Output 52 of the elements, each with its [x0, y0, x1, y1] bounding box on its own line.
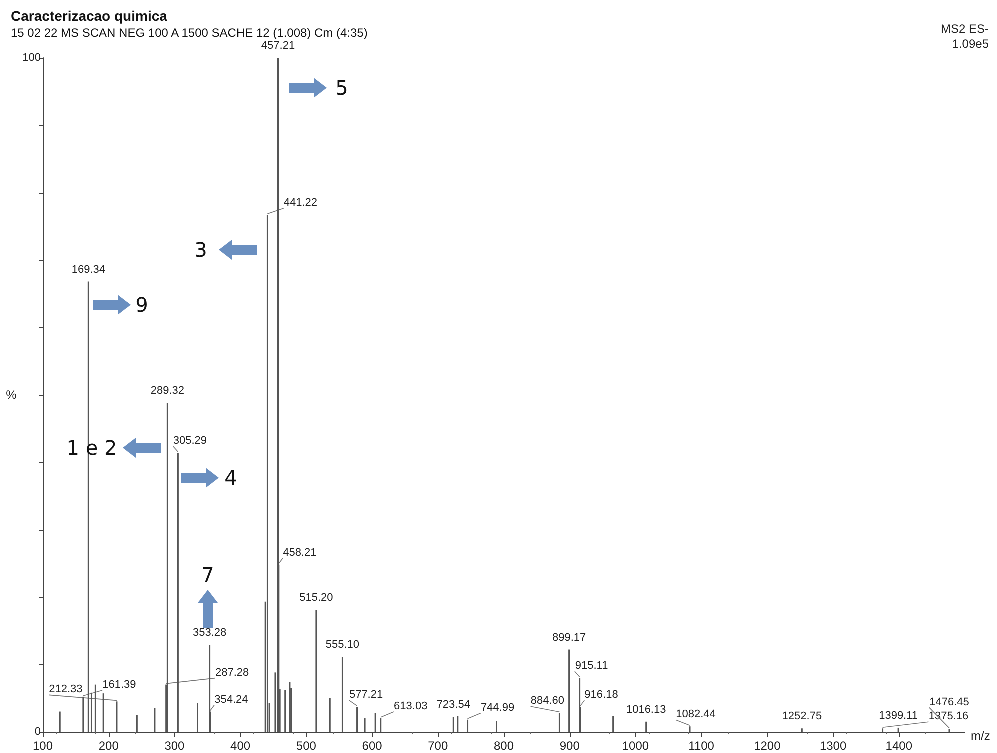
x-tick-label: 1400 [886, 739, 913, 753]
x-tick-label: 1100 [688, 739, 715, 753]
x-tick-label: 100 [32, 739, 54, 753]
annotation: 723.54 [436, 699, 470, 712]
annotation: 744.99 [480, 702, 515, 714]
x-tick-label: 900 [560, 739, 580, 753]
x-axis-title: m/z [971, 729, 990, 743]
annotation: 457.21 [261, 40, 296, 52]
annotation: 169.34 [72, 264, 106, 276]
annotation: 1252.75 [782, 710, 822, 723]
x-tick-label: 800 [494, 739, 514, 753]
annotation: 289.32 [150, 385, 185, 398]
annotation: 577.21 [349, 689, 384, 702]
annotation: 5 [336, 76, 348, 100]
annotation: 353.28 [192, 627, 227, 640]
chart-title: Caracterizacao quimica [11, 8, 168, 24]
annotation: 1082.44 [676, 708, 716, 721]
annotation: 1399.11 [879, 710, 918, 722]
x-tick-label: 300 [164, 739, 186, 753]
x-tick-label: 1200 [754, 739, 782, 753]
annotation: 613.03 [394, 700, 428, 713]
annotation: 884.60 [530, 695, 565, 708]
annotation: 441.22 [284, 197, 318, 210]
annotation: 161.39 [102, 678, 136, 691]
annotation: 7 [202, 563, 214, 587]
annotation: 915.11 [575, 660, 608, 672]
annotation: 555.10 [326, 639, 360, 652]
annotation: 354.24 [214, 694, 248, 706]
y-tick-label: 0 [34, 726, 41, 738]
annotation: 899.17 [552, 632, 586, 644]
annotation: 9 [136, 293, 148, 317]
x-tick-label: 700 [428, 739, 448, 753]
x-tick-label: 1000 [622, 739, 650, 753]
text: 1.09e5 [952, 37, 989, 51]
x-tick-label: 200 [98, 739, 120, 753]
annotation: 458.21 [283, 546, 317, 559]
y-axis-title: % [6, 388, 18, 402]
annotation: 1016.13 [626, 704, 666, 716]
annotation: 287.28 [216, 666, 250, 679]
x-tick-label: 500 [296, 739, 317, 753]
annotation: 3 [194, 238, 208, 262]
annotation: 305.29 [173, 434, 208, 447]
annotation: 916.18 [584, 689, 618, 702]
annotation: 515.20 [300, 592, 334, 604]
annotation: 212.33 [49, 684, 83, 696]
annotation: 4 [224, 466, 238, 490]
x-tick-label: 1300 [820, 739, 847, 753]
x-tick-label: 400 [230, 739, 251, 753]
chart-subtitle: 15 02 22 MS SCAN NEG 100 A 1500 SACHE 12 (1.008) Cm (4:35) [11, 26, 368, 40]
x-tick-label: 600 [362, 739, 383, 753]
annotation: 1476.45 [930, 696, 970, 708]
text: MS2 ES- [940, 22, 989, 36]
